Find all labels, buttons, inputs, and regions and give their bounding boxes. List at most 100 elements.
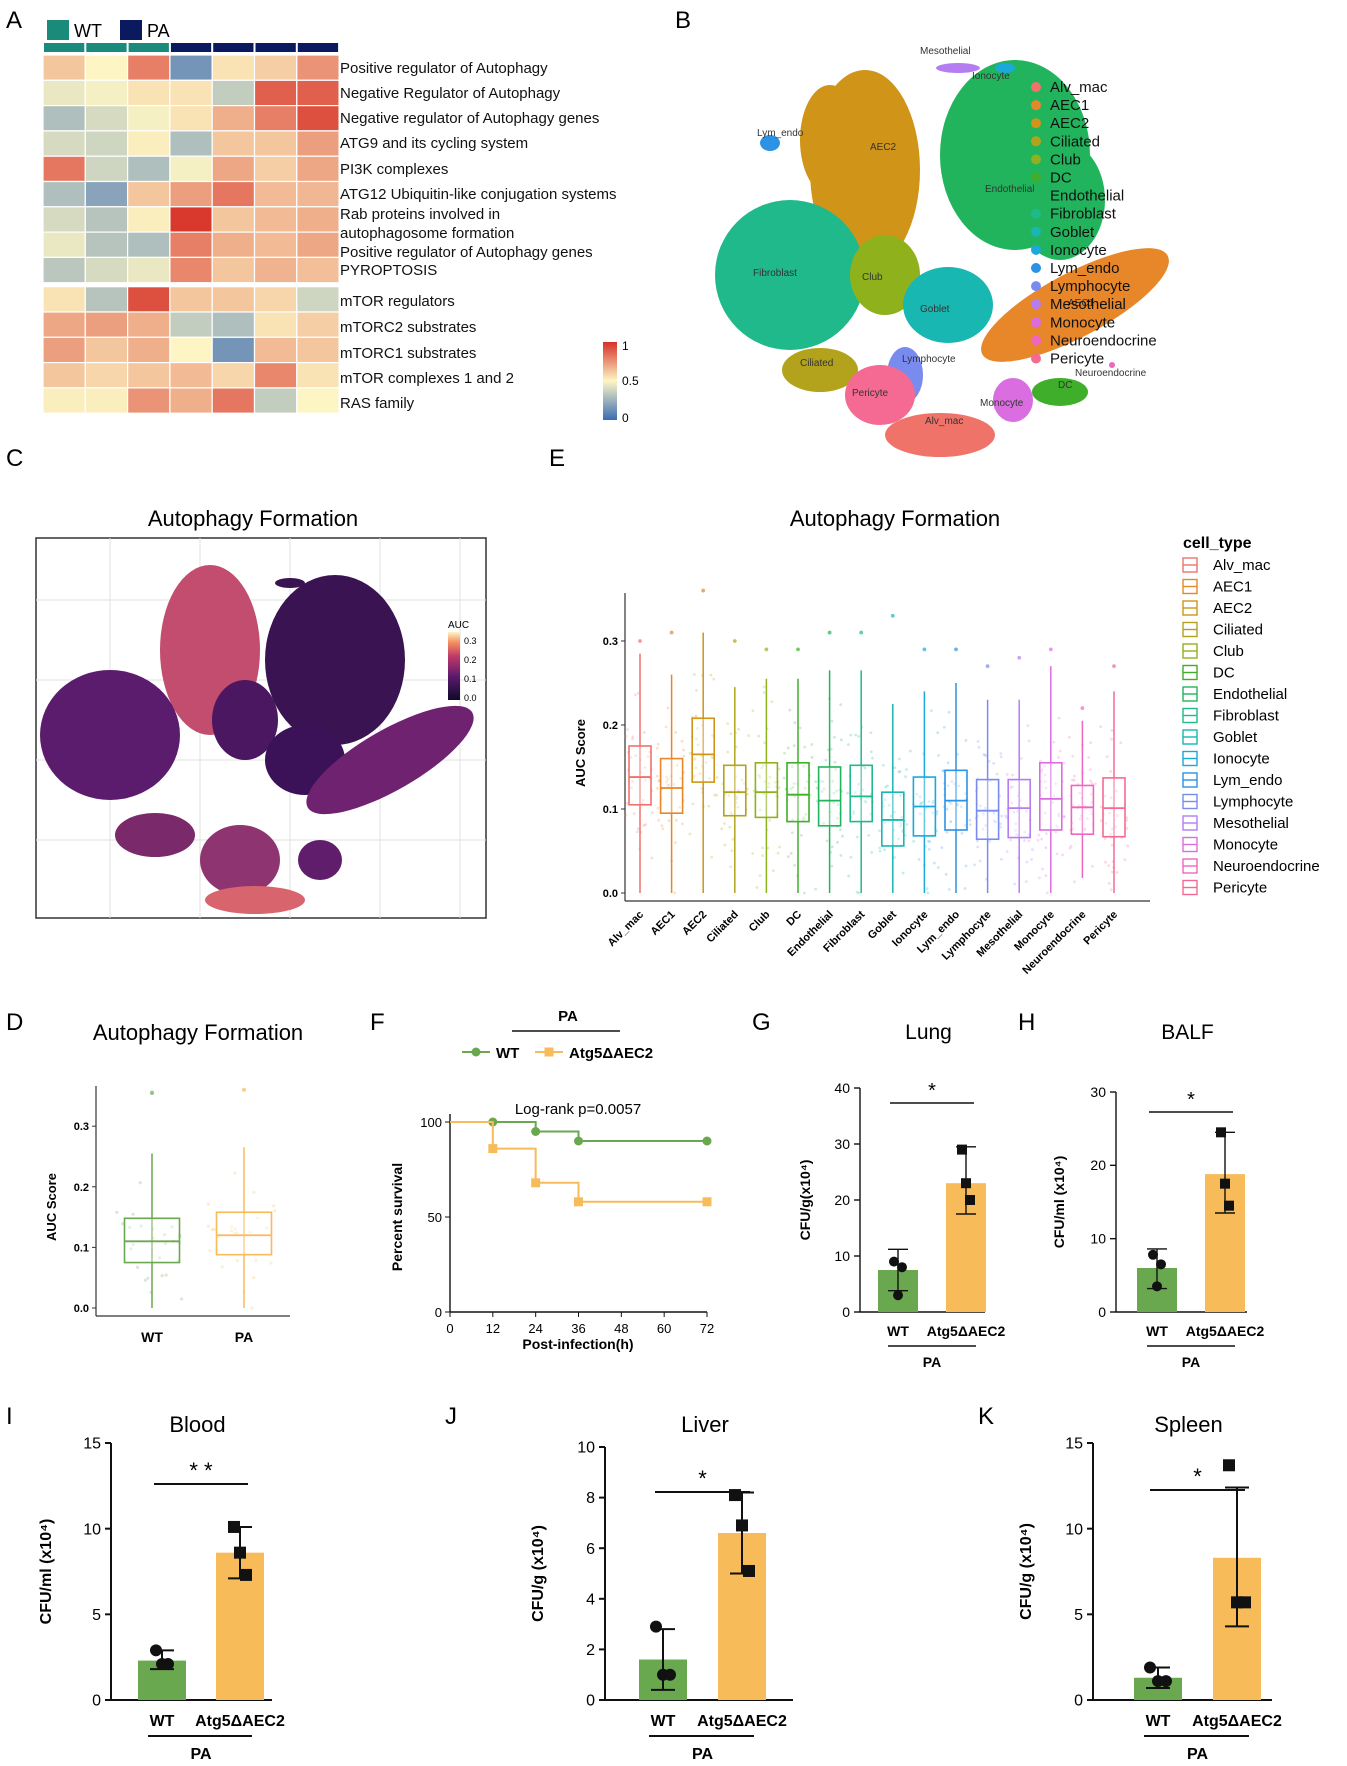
significance-marker: * xyxy=(928,1080,936,1102)
data-point xyxy=(847,874,851,878)
legend-label: Lymphocyte xyxy=(1213,794,1293,811)
legend-marker-monocyte xyxy=(1031,317,1041,328)
significance-marker: * xyxy=(1193,1464,1202,1489)
legend-label: Ionocyte xyxy=(1213,751,1270,768)
heatmap-cell xyxy=(211,79,256,107)
heatmap-panel: WT PA Positive regulator of Autophagy Neg… xyxy=(42,20,639,425)
outlier xyxy=(922,647,927,652)
data-point xyxy=(950,780,954,784)
data-point xyxy=(995,772,999,776)
box xyxy=(975,778,1000,841)
data-point xyxy=(899,822,903,825)
data-point xyxy=(1089,792,1093,796)
auc-map-panel: Autophagy Formation AUC 0.3 0.2 0.1 0.0 xyxy=(35,506,487,919)
legend-marker-neuroendocrine xyxy=(1031,335,1041,346)
x-tick-label: 24 xyxy=(528,1321,542,1336)
data-point xyxy=(728,825,732,829)
group-annotation-pa xyxy=(297,43,339,52)
data-point xyxy=(1103,837,1107,840)
x-tick-label: WT xyxy=(1146,1323,1168,1339)
data-point xyxy=(791,818,795,822)
heatmap-row-label: Negative Regulator of Autophagy xyxy=(340,85,561,102)
heatmap-cell xyxy=(84,104,129,132)
data-point xyxy=(747,734,751,737)
panel-label-c: C xyxy=(6,445,23,472)
heatmap-cell xyxy=(169,180,213,208)
data-point xyxy=(883,798,887,802)
data-point xyxy=(629,756,633,759)
survival-plot: PA WT Atg5ΔAEC2 Log-rank p=0.0057 0 12 24 36 48 6… xyxy=(389,1008,714,1352)
y-tick-label: 15 xyxy=(83,1436,101,1453)
auc-cluster xyxy=(115,813,195,857)
data-point xyxy=(921,800,924,804)
y-tick-label: 8 xyxy=(586,1490,595,1507)
data-point xyxy=(1110,827,1114,831)
data-point xyxy=(870,850,874,854)
data-point xyxy=(763,741,767,745)
auc-tick: 0.3 xyxy=(464,636,477,646)
data-point xyxy=(1071,827,1075,831)
data-point xyxy=(1116,814,1119,817)
heatmap-cell xyxy=(296,256,340,284)
jitter-points xyxy=(206,1171,277,1310)
data-point xyxy=(927,839,930,843)
data-point xyxy=(694,714,698,718)
heatmap-cell xyxy=(84,180,129,208)
data-point xyxy=(999,752,1003,755)
data-point xyxy=(846,791,849,795)
auc-cluster xyxy=(212,680,278,760)
data-point xyxy=(269,1261,273,1265)
cluster-dc xyxy=(1032,378,1088,406)
data-point xyxy=(778,845,781,849)
tsne-label: Mesothelial xyxy=(920,46,971,57)
y-tick-label: 10 xyxy=(1065,1521,1083,1538)
data-point xyxy=(729,732,733,736)
legend-label: Goblet xyxy=(1213,729,1258,746)
data-point xyxy=(624,734,628,738)
data-point xyxy=(1039,759,1042,763)
tsne-clusters xyxy=(715,60,1169,457)
y-tick-label: 0 xyxy=(92,1693,101,1710)
outlier xyxy=(764,647,769,652)
data-point xyxy=(233,1227,237,1231)
data-point xyxy=(789,787,793,791)
heatmap-cell xyxy=(296,362,340,389)
jitter-points xyxy=(973,739,1004,881)
data-point xyxy=(726,750,730,754)
data-point xyxy=(734,745,738,749)
legend-label: WT xyxy=(496,1045,519,1062)
y-axis-label: AUC Score xyxy=(573,719,588,787)
group-annotation-wt xyxy=(44,43,85,52)
data-point xyxy=(1077,804,1081,808)
heatmap-row-label: mTOR regulators xyxy=(340,293,455,310)
data-point xyxy=(634,754,638,757)
data-point xyxy=(692,774,696,778)
data-point xyxy=(1009,785,1013,789)
data-point xyxy=(810,743,814,746)
data-point xyxy=(836,840,839,844)
cluster-neuroendocrine xyxy=(1109,362,1115,368)
data-point xyxy=(878,846,882,850)
x-tick-label: Atg5ΔAEC2 xyxy=(195,1713,285,1730)
data-point xyxy=(735,797,739,801)
data-point xyxy=(162,1232,167,1237)
data-point xyxy=(1239,1596,1251,1609)
heatmap-row-label: autophagosome formation xyxy=(340,225,514,242)
data-point xyxy=(1070,778,1074,782)
data-point xyxy=(665,780,668,784)
data-point xyxy=(1013,882,1016,886)
cluster-aec1 xyxy=(981,248,1169,362)
data-point xyxy=(856,835,859,839)
cluster-club xyxy=(850,235,920,315)
data-point xyxy=(849,855,853,859)
data-point xyxy=(782,776,786,780)
jitter-points xyxy=(940,710,972,891)
data-point xyxy=(830,845,834,849)
data-point xyxy=(932,861,936,865)
data-point xyxy=(1220,1178,1230,1189)
data-point xyxy=(1069,844,1073,848)
heatmap-cell xyxy=(211,336,256,364)
data-point xyxy=(978,804,982,808)
y-tick-label: 0.2 xyxy=(74,1182,89,1194)
data-point xyxy=(1125,816,1129,820)
